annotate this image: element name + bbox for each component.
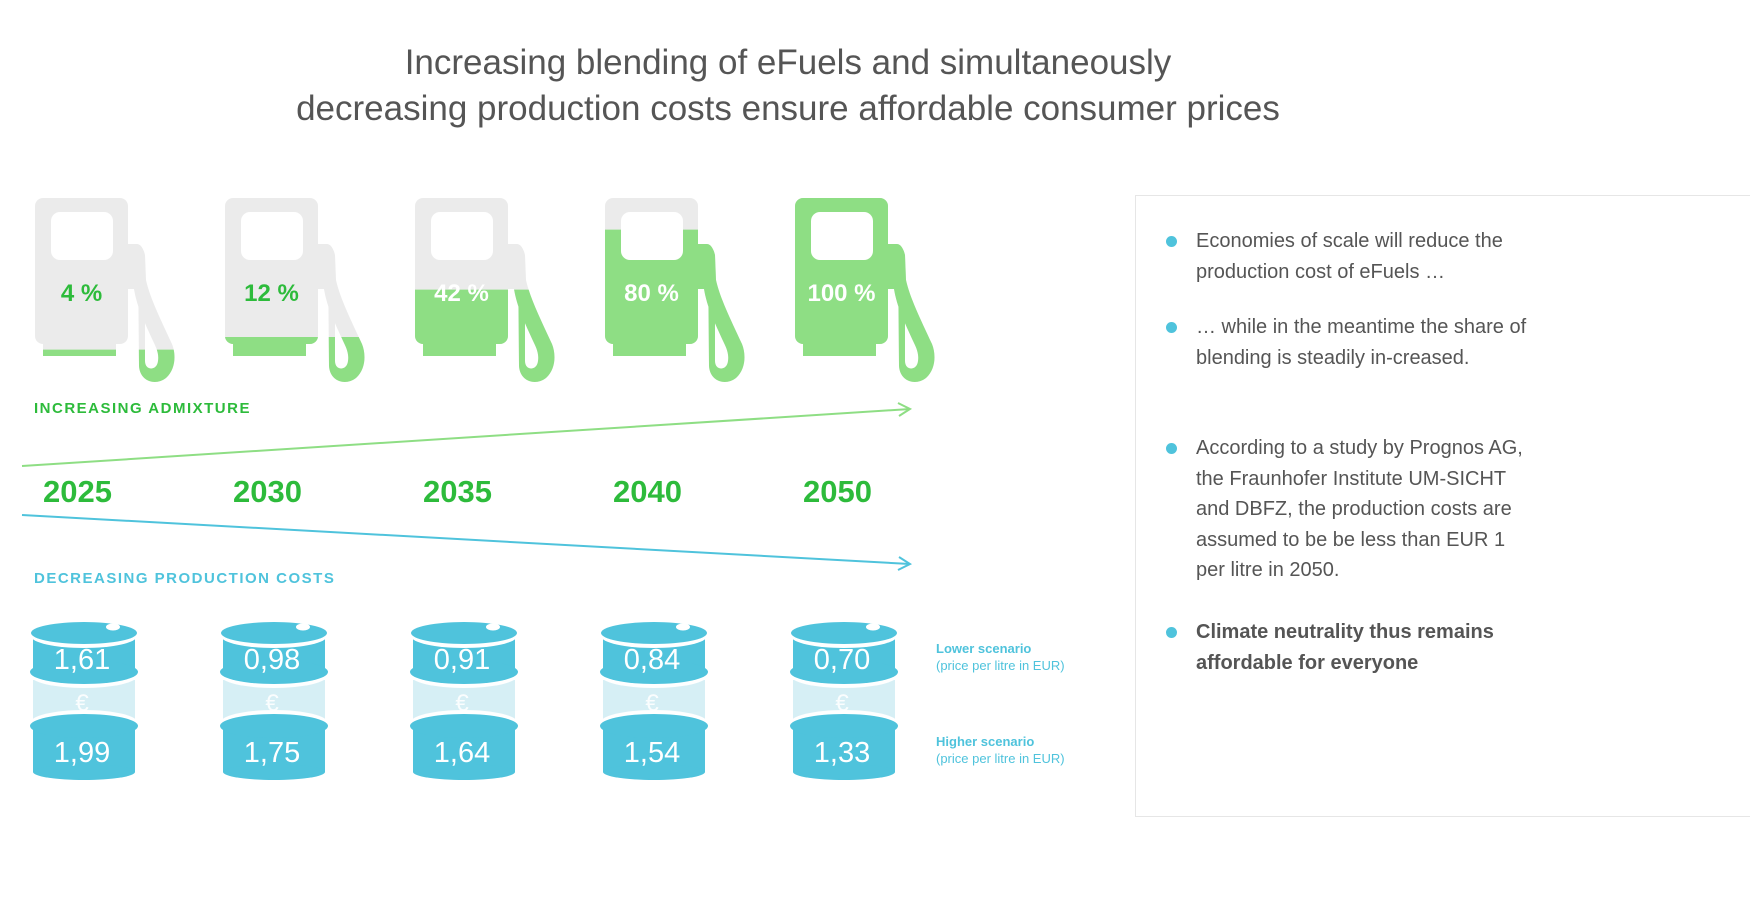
- barrel-icon: [30, 622, 138, 780]
- lower-price: 0,70: [813, 644, 871, 676]
- bullet-dot-icon: [1166, 236, 1177, 247]
- higher-scenario-legend: Higher scenario (price per litre in EUR): [936, 734, 1065, 766]
- info-panel: [1135, 195, 1750, 817]
- barrel-2040: 0,84 € 1,54: [599, 615, 709, 780]
- barrel-2050: 0,70 € 1,33: [789, 615, 899, 780]
- year-label: 2025: [43, 474, 112, 509]
- barrel-2035: 0,91 € 1,64: [409, 615, 519, 780]
- lower-price: 0,84: [623, 644, 681, 676]
- year-label: 2035: [423, 474, 492, 509]
- fuel-pump-2050: 100 %: [789, 196, 939, 382]
- lower-price: 0,91: [433, 644, 491, 676]
- bullet-dot-icon: [1166, 627, 1177, 638]
- blend-share: 100 %: [807, 280, 876, 307]
- bullet-dot-icon: [1166, 322, 1177, 333]
- fuel-pump-icon: [605, 198, 745, 382]
- page-title: Increasing blending of eFuels and simult…: [296, 43, 1280, 128]
- lower-price: 1,61: [53, 644, 111, 676]
- fuel-pump-2035: 42 %: [409, 196, 559, 382]
- euro-icon: €: [645, 690, 659, 717]
- euro-icon: €: [835, 690, 849, 717]
- year-label: 2030: [233, 474, 302, 509]
- euro-icon: €: [75, 690, 89, 717]
- decreasing-arrow: [21, 514, 913, 571]
- fuel-pump-2040: 80 %: [599, 196, 749, 382]
- barrel-icon: [600, 622, 708, 780]
- year-label: 2050: [803, 474, 872, 509]
- barrel-icon: [790, 622, 898, 780]
- fuel-pump-icon: [795, 198, 935, 382]
- barrel-icon: [410, 622, 518, 780]
- barrel-2025: 1,61 € 1,99: [29, 615, 139, 780]
- bullet-item: According to a study by Prognos AG, the …: [1166, 433, 1536, 586]
- fuel-pump-2025: 4 %: [29, 196, 179, 382]
- higher-price: 1,64: [433, 737, 491, 769]
- costs-label: DECREASING PRODUCTION COSTS: [34, 570, 336, 587]
- higher-price: 1,99: [53, 737, 111, 769]
- year-label: 2040: [613, 474, 682, 509]
- barrel-2030: 0,98 € 1,75: [219, 615, 329, 780]
- bullet-item: Climate neutrality thus remains affordab…: [1166, 617, 1536, 678]
- fuel-pump-icon: [225, 198, 365, 382]
- increasing-arrow: [21, 402, 913, 467]
- higher-price: 1,33: [813, 737, 871, 769]
- higher-price: 1,75: [243, 737, 301, 769]
- higher-price: 1,54: [623, 737, 681, 769]
- euro-icon: €: [455, 690, 469, 717]
- lower-scenario-legend: Lower scenario (price per litre in EUR): [936, 641, 1065, 673]
- bullet-item: … while in the meantime the share of ble…: [1166, 312, 1536, 373]
- blend-share: 80 %: [624, 280, 679, 307]
- fuel-pump-icon: [35, 198, 175, 382]
- admixture-label: INCREASING ADMIXTURE: [34, 400, 251, 417]
- blend-share: 42 %: [434, 280, 489, 307]
- blend-share: 4 %: [60, 280, 103, 307]
- trend-arrows: [21, 402, 913, 571]
- lower-price: 0,98: [243, 644, 301, 676]
- blend-share: 12 %: [244, 280, 299, 307]
- bullet-item: Economies of scale will reduce the produ…: [1166, 226, 1536, 287]
- bullet-dot-icon: [1166, 443, 1177, 454]
- fuel-pump-icon: [415, 198, 555, 382]
- barrel-icon: [220, 622, 328, 780]
- fuel-pump-2030: 12 %: [219, 196, 369, 382]
- euro-icon: €: [265, 690, 279, 717]
